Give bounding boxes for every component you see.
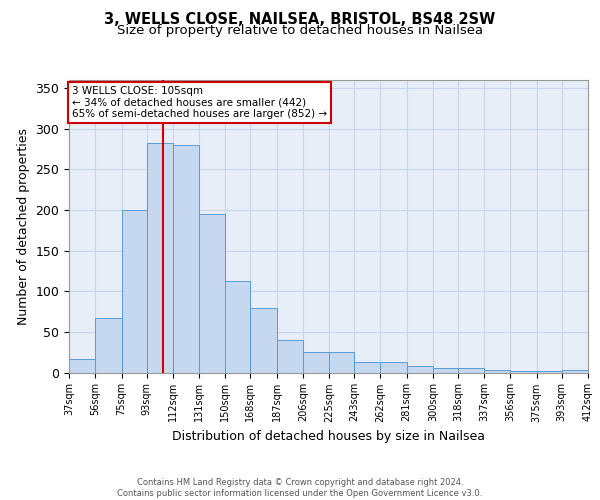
Text: Size of property relative to detached houses in Nailsea: Size of property relative to detached ho… <box>117 24 483 37</box>
Y-axis label: Number of detached properties: Number of detached properties <box>17 128 30 325</box>
Bar <box>122 210 146 372</box>
Bar <box>511 371 537 372</box>
Bar <box>199 214 226 372</box>
Text: Contains HM Land Registry data © Crown copyright and database right 2024.
Contai: Contains HM Land Registry data © Crown c… <box>118 478 482 498</box>
Bar <box>226 280 250 372</box>
Bar <box>484 370 511 372</box>
Bar <box>250 308 277 372</box>
Bar <box>146 142 173 372</box>
Bar <box>277 340 303 372</box>
Text: 3 WELLS CLOSE: 105sqm
← 34% of detached houses are smaller (442)
65% of semi-det: 3 WELLS CLOSE: 105sqm ← 34% of detached … <box>72 86 327 119</box>
Bar <box>458 368 484 372</box>
X-axis label: Distribution of detached houses by size in Nailsea: Distribution of detached houses by size … <box>172 430 485 443</box>
Bar <box>354 362 380 372</box>
Bar <box>69 358 95 372</box>
Bar <box>303 352 329 372</box>
Text: 3, WELLS CLOSE, NAILSEA, BRISTOL, BS48 2SW: 3, WELLS CLOSE, NAILSEA, BRISTOL, BS48 2… <box>104 12 496 28</box>
Bar <box>433 368 458 372</box>
Bar <box>329 352 354 372</box>
Bar <box>380 362 407 372</box>
Bar <box>95 318 122 372</box>
Bar <box>407 366 433 372</box>
Bar <box>173 145 199 372</box>
Bar <box>562 370 588 372</box>
Bar <box>537 371 562 372</box>
